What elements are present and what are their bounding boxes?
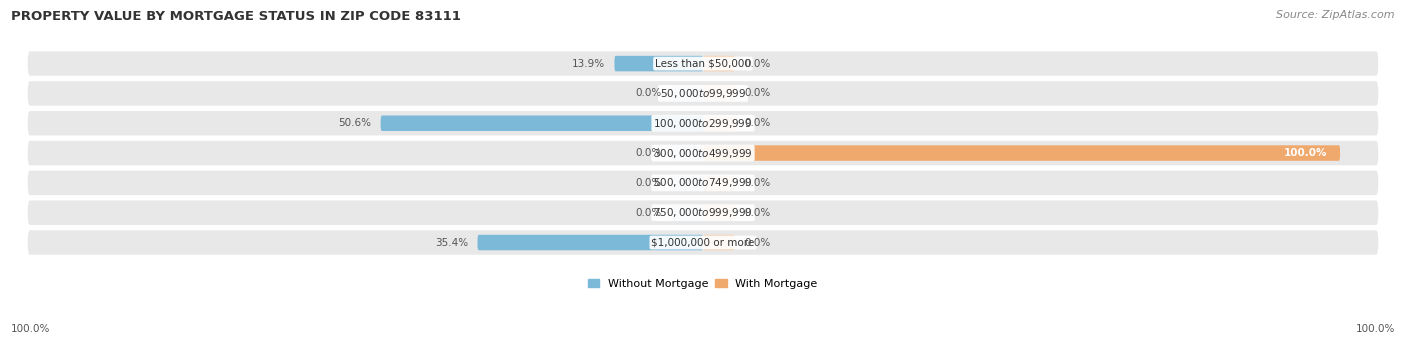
Text: $300,000 to $499,999: $300,000 to $499,999 (654, 147, 752, 160)
FancyBboxPatch shape (28, 111, 1378, 135)
FancyBboxPatch shape (703, 175, 735, 191)
Text: 0.0%: 0.0% (744, 208, 770, 218)
Text: 13.9%: 13.9% (572, 59, 605, 69)
FancyBboxPatch shape (703, 86, 735, 101)
FancyBboxPatch shape (614, 56, 703, 71)
Text: Less than $50,000: Less than $50,000 (655, 59, 751, 69)
Text: 100.0%: 100.0% (11, 324, 51, 334)
Text: 0.0%: 0.0% (744, 238, 770, 248)
FancyBboxPatch shape (671, 175, 703, 191)
FancyBboxPatch shape (703, 205, 735, 221)
FancyBboxPatch shape (28, 170, 1378, 195)
FancyBboxPatch shape (703, 56, 735, 71)
Text: 100.0%: 100.0% (1284, 148, 1327, 158)
Text: 0.0%: 0.0% (744, 178, 770, 188)
Text: $50,000 to $99,999: $50,000 to $99,999 (659, 87, 747, 100)
FancyBboxPatch shape (703, 145, 1340, 161)
Text: 0.0%: 0.0% (744, 59, 770, 69)
Text: 0.0%: 0.0% (636, 148, 662, 158)
Text: 0.0%: 0.0% (744, 88, 770, 99)
Text: $500,000 to $749,999: $500,000 to $749,999 (654, 176, 752, 189)
Text: PROPERTY VALUE BY MORTGAGE STATUS IN ZIP CODE 83111: PROPERTY VALUE BY MORTGAGE STATUS IN ZIP… (11, 10, 461, 23)
FancyBboxPatch shape (671, 86, 703, 101)
Text: $100,000 to $299,999: $100,000 to $299,999 (654, 117, 752, 130)
FancyBboxPatch shape (28, 81, 1378, 106)
Text: 35.4%: 35.4% (434, 238, 468, 248)
Text: $750,000 to $999,999: $750,000 to $999,999 (654, 206, 752, 219)
Text: $1,000,000 or more: $1,000,000 or more (651, 238, 755, 248)
FancyBboxPatch shape (703, 116, 735, 131)
FancyBboxPatch shape (671, 145, 703, 161)
Text: 0.0%: 0.0% (636, 208, 662, 218)
Text: Source: ZipAtlas.com: Source: ZipAtlas.com (1277, 10, 1395, 20)
FancyBboxPatch shape (28, 201, 1378, 225)
FancyBboxPatch shape (28, 51, 1378, 76)
FancyBboxPatch shape (703, 235, 735, 250)
FancyBboxPatch shape (671, 205, 703, 221)
Text: 0.0%: 0.0% (744, 118, 770, 128)
Legend: Without Mortgage, With Mortgage: Without Mortgage, With Mortgage (583, 275, 823, 294)
FancyBboxPatch shape (478, 235, 703, 250)
Text: 50.6%: 50.6% (337, 118, 371, 128)
FancyBboxPatch shape (381, 116, 703, 131)
Text: 100.0%: 100.0% (1355, 324, 1395, 334)
FancyBboxPatch shape (28, 141, 1378, 165)
FancyBboxPatch shape (28, 230, 1378, 255)
Text: 0.0%: 0.0% (636, 178, 662, 188)
Text: 0.0%: 0.0% (636, 88, 662, 99)
